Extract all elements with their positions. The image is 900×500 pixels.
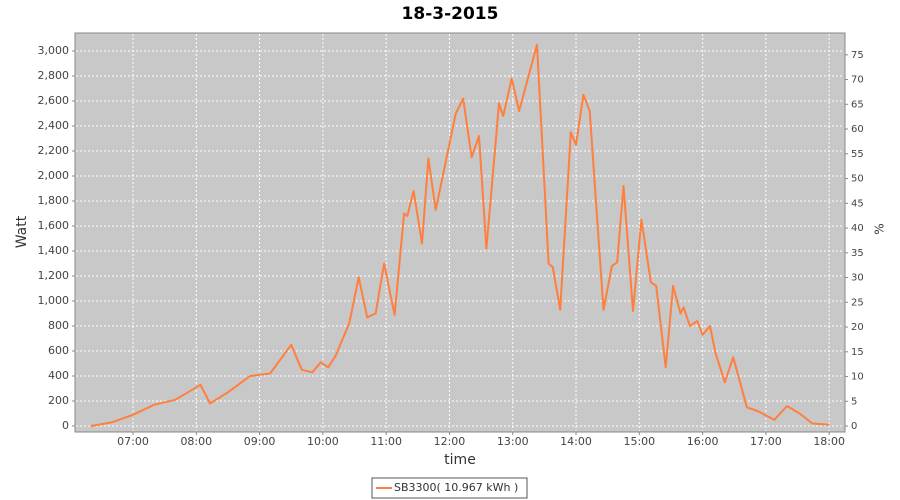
y-tick-label: 200 <box>48 394 69 407</box>
y-tick-label: 400 <box>48 369 69 382</box>
x-tick-label: 10:00 <box>307 435 339 448</box>
y2-tick-label: 75 <box>851 50 864 61</box>
y2-tick-label: 60 <box>851 124 864 135</box>
x-tick-label: 11:00 <box>370 435 402 448</box>
y2-tick-label: 30 <box>851 273 864 284</box>
y-tick-label: 0 <box>62 419 69 432</box>
x-tick-label: 16:00 <box>687 435 719 448</box>
y2-tick-label: 5 <box>851 396 857 407</box>
y-axis-label: Watt <box>14 215 30 248</box>
y-tick-label: 800 <box>48 319 69 332</box>
y2-tick-label: 45 <box>851 198 864 209</box>
y-tick-label: 2,800 <box>38 69 70 82</box>
y2-tick-label: 20 <box>851 322 864 333</box>
y-tick-label: 1,400 <box>38 244 70 257</box>
y2-tick-label: 55 <box>851 149 864 160</box>
y2-tick-label: 70 <box>851 75 864 86</box>
y2-tick-label: 65 <box>851 99 864 110</box>
y-tick-label: 1,800 <box>38 194 70 207</box>
y-tick-label: 3,000 <box>38 44 70 57</box>
y2-tick-label: 40 <box>851 223 864 234</box>
y-tick-label: 2,000 <box>38 169 70 182</box>
y2-tick-label: 15 <box>851 347 864 358</box>
x-tick-label: 12:00 <box>434 435 466 448</box>
y2-axis-label: % <box>873 223 887 234</box>
x-tick-label: 08:00 <box>180 435 212 448</box>
x-tick-label: 17:00 <box>750 435 782 448</box>
chart-title: 18-3-2015 <box>402 4 499 24</box>
y-tick-label: 600 <box>48 344 69 357</box>
x-tick-label: 13:00 <box>497 435 529 448</box>
legend-box <box>371 477 528 499</box>
y-tick-label: 2,400 <box>38 119 70 132</box>
y-tick-label: 2,200 <box>38 144 70 157</box>
y-tick-label: 1,600 <box>38 219 70 232</box>
y2-tick-label: 50 <box>851 174 864 185</box>
y2-tick-label: 0 <box>851 421 857 432</box>
y-tick-label: 1,000 <box>38 294 70 307</box>
x-tick-label: 07:00 <box>117 435 149 448</box>
data-line <box>90 43 830 427</box>
y-tick-label: 2,600 <box>38 94 70 107</box>
x-axis-label: time <box>444 452 476 468</box>
y2-tick-label: 35 <box>851 248 864 259</box>
x-tick-label: 18:00 <box>813 435 845 448</box>
plot-area <box>74 32 846 433</box>
y-tick-label: 1,200 <box>38 269 70 282</box>
x-tick-label: 15:00 <box>623 435 655 448</box>
x-tick-label: 09:00 <box>244 435 276 448</box>
y2-tick-label: 25 <box>851 297 864 308</box>
x-tick-label: 14:00 <box>560 435 592 448</box>
legend-label: SB3300( 10.967 kWh ) <box>394 481 518 494</box>
y2-tick-label: 10 <box>851 372 864 383</box>
